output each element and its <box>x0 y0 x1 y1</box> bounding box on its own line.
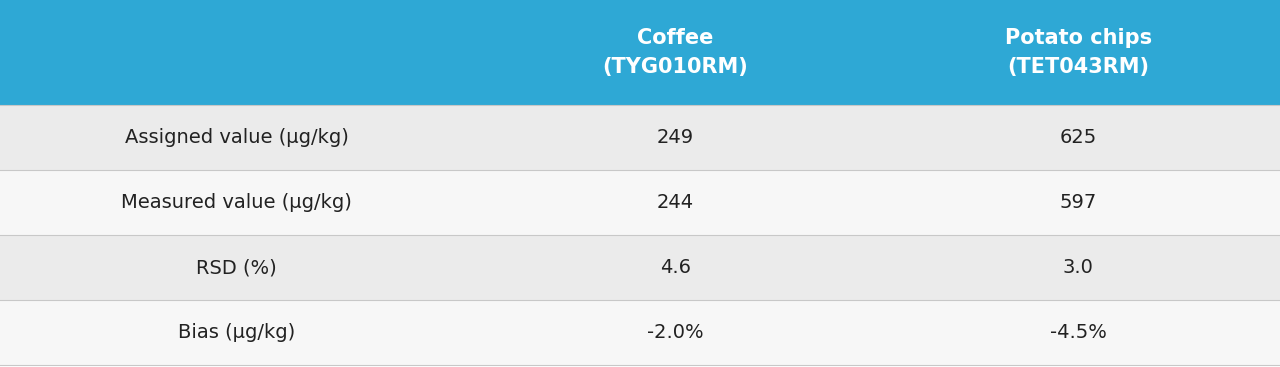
Bar <box>474 300 877 365</box>
Text: 3.0: 3.0 <box>1062 258 1094 277</box>
Text: Assigned value (μg/kg): Assigned value (μg/kg) <box>125 128 348 147</box>
Bar <box>0 0 474 105</box>
Bar <box>474 170 877 235</box>
Text: Bias (μg/kg): Bias (μg/kg) <box>178 323 296 342</box>
Bar <box>0 300 474 365</box>
Text: -2.0%: -2.0% <box>646 323 704 342</box>
Bar <box>474 105 877 170</box>
Text: RSD (%): RSD (%) <box>196 258 278 277</box>
Bar <box>0 105 474 170</box>
Bar <box>877 300 1280 365</box>
Bar <box>474 0 877 105</box>
Text: Measured value (μg/kg): Measured value (μg/kg) <box>122 193 352 212</box>
Text: 625: 625 <box>1060 128 1097 147</box>
Bar <box>0 170 474 235</box>
Text: Potato chips
(TET043RM): Potato chips (TET043RM) <box>1005 28 1152 77</box>
Text: 4.6: 4.6 <box>659 258 691 277</box>
Text: 597: 597 <box>1060 193 1097 212</box>
Bar <box>0 235 474 300</box>
Bar <box>0 365 1280 367</box>
Bar <box>877 170 1280 235</box>
Bar <box>474 235 877 300</box>
Text: Coffee
(TYG010RM): Coffee (TYG010RM) <box>603 28 748 77</box>
Bar <box>877 0 1280 105</box>
Text: 244: 244 <box>657 193 694 212</box>
Bar <box>877 235 1280 300</box>
Text: -4.5%: -4.5% <box>1050 323 1107 342</box>
Bar <box>877 105 1280 170</box>
Text: 249: 249 <box>657 128 694 147</box>
